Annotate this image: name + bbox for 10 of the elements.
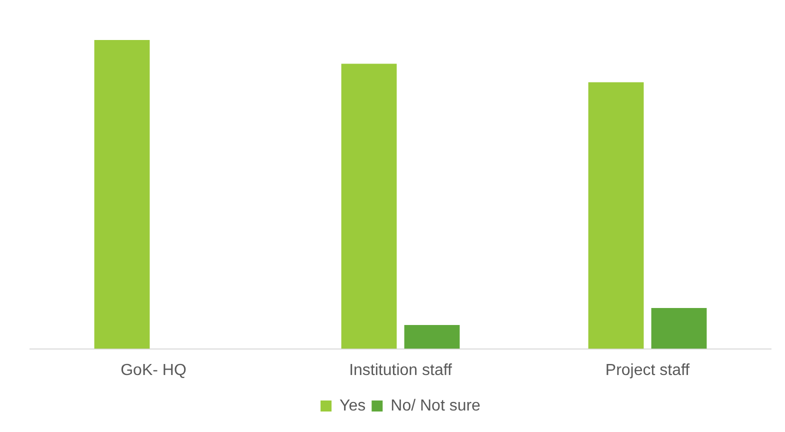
bar [651, 308, 707, 349]
legend-label: Yes [340, 397, 366, 414]
bar [404, 325, 460, 349]
bar [94, 40, 150, 349]
x-tick-label: Institution staff [349, 362, 452, 379]
x-tick-label: Project staff [605, 362, 690, 379]
bar [341, 64, 397, 349]
bar [588, 82, 644, 349]
legend-label: No/ Not sure [390, 397, 481, 414]
x-tick-label: GoK- HQ [120, 362, 186, 379]
